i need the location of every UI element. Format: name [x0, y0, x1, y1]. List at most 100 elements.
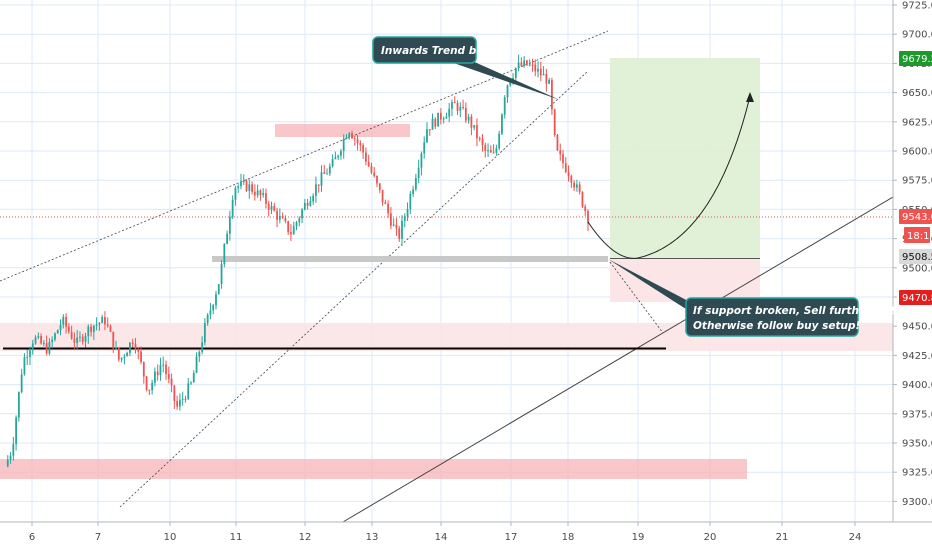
candle-body: [553, 109, 556, 136]
candle-body: [67, 326, 70, 332]
candle-body: [348, 133, 351, 138]
candle-body: [287, 221, 290, 233]
candle-body: [181, 398, 184, 400]
candle-body: [381, 189, 384, 203]
countdown-label: 18:14: [907, 231, 932, 242]
candle-body: [575, 184, 578, 188]
support-price-label: 9508.5: [902, 252, 932, 263]
lower-channel-line: [119, 70, 589, 508]
stop-price-label: 9470.8: [902, 293, 932, 304]
candle-body: [34, 337, 37, 344]
candle-body: [151, 382, 154, 391]
candle-body: [489, 150, 492, 153]
projection-arrowhead: [746, 92, 754, 102]
target-profit-zone: [610, 58, 760, 259]
candle-body: [551, 79, 553, 110]
candle-body: [220, 263, 223, 285]
candle-body: [340, 151, 342, 156]
trend-break-note-pointer: [445, 60, 560, 100]
trend-break-note[interactable]: Inwards Trend break: [372, 36, 560, 100]
candle-body: [537, 68, 539, 72]
resistance-zone: [275, 124, 410, 137]
sell-projection-line: [609, 261, 664, 334]
candle-body: [6, 459, 9, 467]
candle-body: [484, 145, 487, 151]
candle-body: [545, 74, 548, 84]
candle-body: [462, 106, 464, 108]
candle-body: [345, 137, 348, 139]
candle-body: [437, 112, 439, 127]
candle-body: [562, 154, 564, 164]
candle-body: [256, 190, 259, 196]
candle-body: [526, 60, 528, 65]
candle-body: [226, 233, 228, 244]
candle-body: [317, 184, 320, 186]
candle-body: [251, 184, 253, 192]
candle-body: [65, 316, 67, 327]
candle-body: [101, 316, 104, 324]
candle-body: [487, 150, 489, 152]
candle-body: [456, 103, 459, 111]
candle-body: [523, 60, 526, 66]
candle-body: [98, 323, 101, 325]
time-axis-panel[interactable]: [0, 522, 932, 550]
support-price-badge: 9508.5: [899, 249, 932, 264]
candle-body: [73, 338, 76, 343]
candle-body: [15, 417, 18, 445]
candle-body: [79, 336, 81, 338]
price-axis-panel[interactable]: [893, 0, 932, 550]
countdown-badge: 18:14: [904, 227, 932, 243]
candle-body: [45, 343, 48, 354]
candle-body: [373, 172, 376, 177]
candle-body: [40, 336, 42, 344]
candle-body: [201, 342, 204, 352]
candle-body: [426, 129, 428, 143]
candle-body: [145, 376, 148, 390]
candle-body: [412, 189, 414, 194]
support-note[interactable]: If support broken, Sell further to 9400 …: [608, 259, 920, 337]
candle-body: [453, 102, 456, 104]
candle-body: [320, 172, 323, 186]
candle-body: [578, 184, 581, 193]
candle-body: [106, 324, 109, 326]
candle-body: [417, 167, 420, 179]
candle-body: [434, 118, 437, 127]
y-tick-label: 9500.0: [902, 263, 932, 274]
candle-body: [140, 351, 142, 363]
candle-body: [503, 97, 506, 115]
candle-body: [31, 343, 34, 351]
target-price-badge: 9679.2: [899, 51, 932, 66]
candle-body: [556, 135, 559, 151]
candle-body: [217, 284, 220, 295]
candle-body: [337, 155, 340, 158]
candle-body: [137, 349, 140, 352]
candle-body: [334, 157, 337, 160]
candle-body: [542, 74, 545, 76]
candle-body: [179, 399, 181, 407]
candle-body: [473, 125, 476, 128]
candle-body: [301, 209, 303, 219]
x-tick-label: 12: [299, 532, 312, 543]
candle-body: [212, 305, 215, 311]
candle-body: [162, 364, 165, 366]
candle-body: [112, 331, 115, 349]
candle-body: [90, 326, 92, 332]
support-note-line-1: If support broken, Sell further to 9400: [693, 305, 920, 317]
candle-body: [517, 62, 520, 68]
candle-body: [409, 193, 412, 209]
candle-body: [467, 116, 470, 121]
candle-body: [203, 323, 206, 343]
candle-body: [92, 325, 95, 332]
candle-body: [367, 161, 370, 167]
candle-body: [195, 356, 198, 373]
candle-body: [95, 324, 98, 326]
x-axis: 6 7 10 11 12 13 14 17 18 19 20 21 24: [29, 522, 861, 543]
candle-body: [328, 166, 331, 174]
candle-body: [59, 324, 62, 331]
long-term-trendline: [342, 196, 894, 523]
candle-body: [531, 64, 534, 66]
candle-body: [384, 202, 387, 204]
y-tick-label: 9625.0: [902, 117, 932, 128]
